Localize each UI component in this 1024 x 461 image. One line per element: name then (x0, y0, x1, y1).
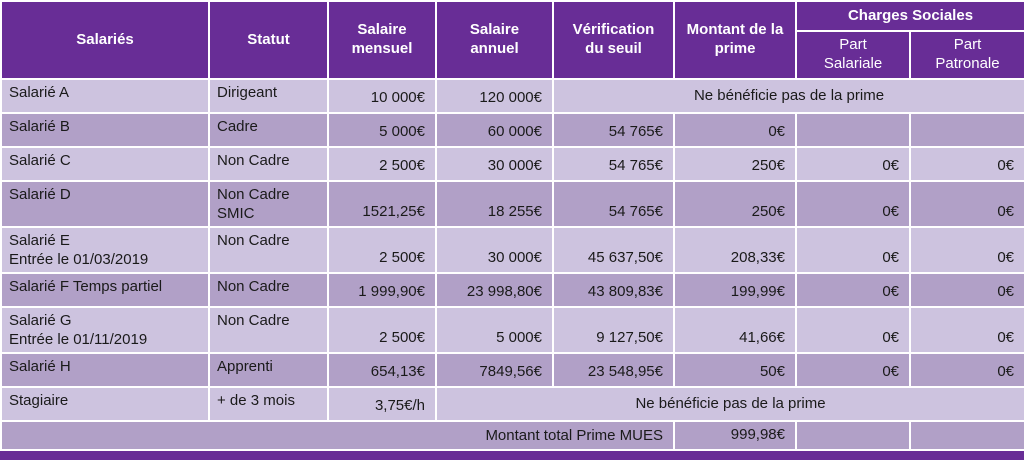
salaire-mensuel-cell: 2 500€ (327, 306, 437, 354)
employee-cell: Salarié H (0, 352, 210, 388)
table-row-salarie-c: Salarié C Non Cadre 2 500€ 30 000€ 54 76… (0, 146, 1024, 182)
total-row: Montant total Prime MUES 999,98€ (0, 420, 1024, 451)
header-verification-seuil: Vérification du seuil (552, 0, 675, 80)
salaire-mensuel-cell: 2 500€ (327, 226, 437, 274)
part-patronale-cell: 0€ (909, 272, 1024, 308)
header-statut: Statut (208, 0, 329, 80)
statut-cell: Non Cadre (208, 146, 329, 182)
header-subrow: Part Salariale Part Patronale (1, 30, 1024, 80)
salaire-annuel-cell: 5 000€ (435, 306, 554, 354)
no-prime-note: Ne bénéficie pas de la prime (435, 386, 1024, 422)
employee-cell: Salarié F Temps partiel (0, 272, 210, 308)
salaire-annuel-cell: 23 998,80€ (435, 272, 554, 308)
prime-mues-table: Salariés Statut Salaire mensuel Salaire … (0, 0, 1024, 451)
employee-cell: Salarié E Entrée le 01/03/2019 (0, 226, 210, 274)
part-patronale-cell: 0€ (909, 146, 1024, 182)
prime-cell: 0€ (673, 112, 797, 148)
seuil-cell: 54 765€ (552, 112, 675, 148)
statut-cell: Apprenti (208, 352, 329, 388)
seuil-cell: 45 637,50€ (552, 226, 675, 274)
salaire-mensuel-cell: 5 000€ (327, 112, 437, 148)
salaire-annuel-cell: 18 255€ (435, 180, 554, 228)
prime-cell: 208,33€ (673, 226, 797, 274)
part-patronale-cell (909, 112, 1024, 148)
statut-cell: + de 3 mois (208, 386, 329, 422)
table-row-salarie-h: Salarié H Apprenti 654,13€ 7849,56€ 23 5… (0, 352, 1024, 388)
prime-cell: 199,99€ (673, 272, 797, 308)
part-salariale-cell: 0€ (795, 352, 911, 388)
seuil-cell: 43 809,83€ (552, 272, 675, 308)
table-row-salarie-d: Salarié D Non Cadre SMIC 1521,25€ 18 255… (0, 180, 1024, 228)
salaire-annuel-cell: 7849,56€ (435, 352, 554, 388)
salaire-annuel-cell: 60 000€ (435, 112, 554, 148)
part-patronale-cell: 0€ (909, 226, 1024, 274)
table-row-salarie-g: Salarié G Entrée le 01/11/2019 Non Cadre… (0, 306, 1024, 354)
seuil-cell: 9 127,50€ (552, 306, 675, 354)
header-row: Salariés Statut Salaire mensuel Salaire … (0, 0, 1024, 80)
salaire-mensuel-cell: 1 999,90€ (327, 272, 437, 308)
salaire-mensuel-cell: 654,13€ (327, 352, 437, 388)
statut-cell: Non Cadre (208, 306, 329, 354)
salaire-mensuel-cell: 3,75€/h (327, 386, 437, 422)
table-row-salarie-e: Salarié E Entrée le 01/03/2019 Non Cadre… (0, 226, 1024, 274)
salaire-annuel-cell: 120 000€ (435, 78, 554, 114)
seuil-cell: 54 765€ (552, 146, 675, 182)
part-salariale-cell: 0€ (795, 272, 911, 308)
statut-cell: Dirigeant (208, 78, 329, 114)
table-row-salarie-b: Salarié B Cadre 5 000€ 60 000€ 54 765€ 0… (0, 112, 1024, 148)
statut-cell: Cadre (208, 112, 329, 148)
employee-cell: Salarié D (0, 180, 210, 228)
employee-cell: Salarié A (0, 78, 210, 114)
statut-cell: Non Cadre (208, 272, 329, 308)
salaire-mensuel-cell: 1521,25€ (327, 180, 437, 228)
part-patronale-cell: 0€ (909, 352, 1024, 388)
salaire-mensuel-cell: 2 500€ (327, 146, 437, 182)
no-prime-note: Ne bénéficie pas de la prime (552, 78, 1024, 114)
employee-cell: Salarié G Entrée le 01/11/2019 (0, 306, 210, 354)
prime-cell: 250€ (673, 146, 797, 182)
header-salaire-annuel: Salaire annuel (435, 0, 554, 80)
header-salaries: Salariés (0, 0, 210, 80)
table-row-stagiaire: Stagiaire + de 3 mois 3,75€/h Ne bénéfic… (0, 386, 1024, 422)
table-row-salarie-f: Salarié F Temps partiel Non Cadre 1 999,… (0, 272, 1024, 308)
part-salariale-cell (795, 112, 911, 148)
statut-cell: Non Cadre SMIC (208, 180, 329, 228)
prime-cell: 250€ (673, 180, 797, 228)
part-salariale-cell: 0€ (795, 180, 911, 228)
part-salariale-cell: 0€ (795, 146, 911, 182)
seuil-cell: 54 765€ (552, 180, 675, 228)
prime-cell: 41,66€ (673, 306, 797, 354)
header-part-patronale: Part Patronale (909, 30, 1024, 80)
part-salariale-cell: 0€ (795, 226, 911, 274)
total-prime-cell: 999,98€ (673, 420, 797, 451)
header-part-salariale: Part Salariale (795, 30, 911, 80)
total-label: Montant total Prime MUES (0, 420, 675, 451)
table-row-salarie-a: Salarié A Dirigeant 10 000€ 120 000€ Ne … (0, 78, 1024, 114)
part-patronale-cell: 0€ (909, 306, 1024, 354)
bottom-accent-bar (0, 451, 1024, 460)
employee-cell: Stagiaire (0, 386, 210, 422)
part-patronale-cell: 0€ (909, 180, 1024, 228)
header-montant-prime: Montant de la prime (673, 0, 797, 80)
header-salaire-mensuel: Salaire mensuel (327, 0, 437, 80)
salaire-annuel-cell: 30 000€ (435, 146, 554, 182)
statut-cell: Non Cadre (208, 226, 329, 274)
part-salariale-cell: 0€ (795, 306, 911, 354)
prime-cell: 50€ (673, 352, 797, 388)
salaire-annuel-cell: 30 000€ (435, 226, 554, 274)
employee-cell: Salarié B (0, 112, 210, 148)
total-part-patronale-cell (909, 420, 1024, 451)
employee-cell: Salarié C (0, 146, 210, 182)
total-part-salariale-cell (795, 420, 911, 451)
seuil-cell: 23 548,95€ (552, 352, 675, 388)
header-charges-sociales: Charges Sociales (795, 0, 1024, 32)
salaire-mensuel-cell: 10 000€ (327, 78, 437, 114)
